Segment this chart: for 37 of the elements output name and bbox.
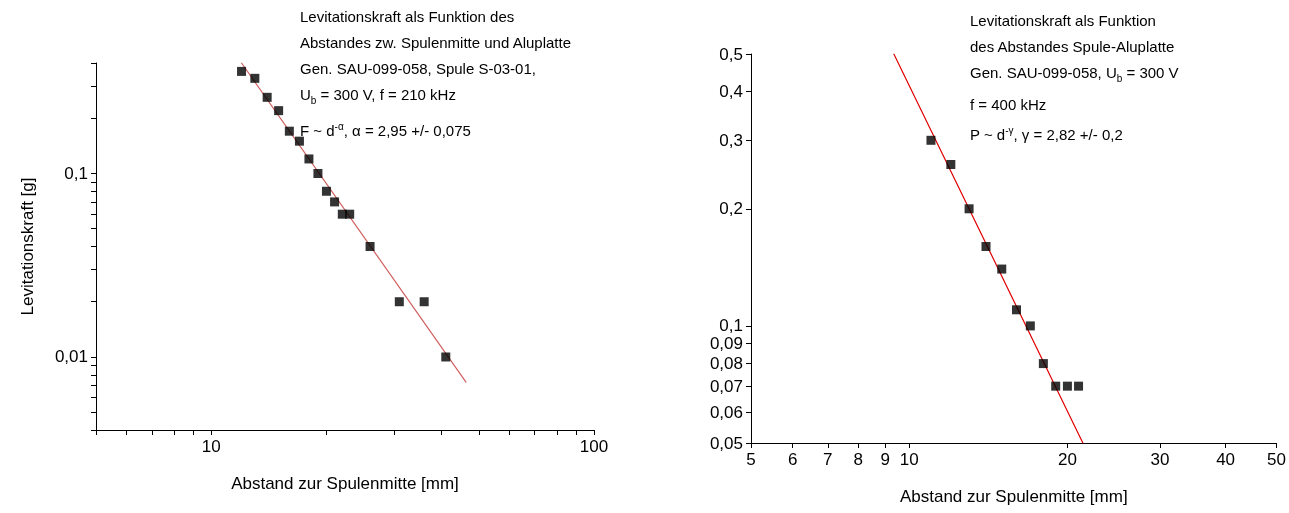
x-tick-label: 10 [899,450,919,469]
annotation: Gen. SAU-099-058, Spule S-03-01, [300,59,537,79]
text: Levitationskraft als Funktion [970,11,1157,31]
y-axis-title: Levitationskraft [g] [18,177,37,316]
annotation: f = 400 kHz [970,95,1048,115]
x-tick-label: 7 [823,450,833,469]
y-tick-label: 0,01 [54,347,88,367]
y-tick-label: 0,2 [719,199,743,219]
y-tick-label: 0,08 [709,354,743,374]
y-tick-label: 0,05 [709,433,743,453]
x-tick-label: 8 [853,450,864,469]
y-tick-label: 0,06 [709,402,743,422]
y-tick-label: 0,5 [719,44,743,64]
x-axis-title: Abstand zur Spulenmitte [mm] [231,474,459,493]
x-tick-label: 40 [1216,450,1236,469]
x-tick-label: 5 [746,450,756,469]
y-tick-label: 0,07 [709,376,743,396]
y-tick-label: 0,4 [719,82,743,102]
y-tick-label: 0,1 [719,316,743,336]
y-tick-label: 0,09 [709,334,743,354]
x-tick-label: 9 [880,450,890,469]
x-tick-label: 6 [787,450,798,469]
y-tick-label: 0,1 [64,163,88,183]
annotation: U$_{b}$ = 300 V, f = 210 kHz [300,85,457,108]
annotation: des Abstandes Spule-Aluplatte [970,37,1176,57]
x-axis-title: Abstand zur Spulenmitte [mm] [899,487,1128,506]
x-tick-label: 10 [201,437,221,456]
annotation: F ~ d$^{-α}$, α = 2,95 +/- 0,075 [300,120,472,141]
y-tick-label: 0,3 [719,130,743,150]
annotation: P ~ d$^{-γ}$, γ = 2,82 +/- 0,2 [970,124,1124,145]
text: Levitationskraft als Funktion des [300,7,516,27]
annotation: Gen. SAU-099-058, U$_{b}$ = 300 V [970,63,1179,86]
x-tick-label: 30 [1150,450,1170,469]
x-tick-label: 20 [1057,450,1077,469]
text: Abstandes zw. Spulenmitte und Aluplatte [300,33,572,53]
x-tick-label: 50 [1267,450,1287,469]
x-tick-label: 100 [579,437,609,456]
